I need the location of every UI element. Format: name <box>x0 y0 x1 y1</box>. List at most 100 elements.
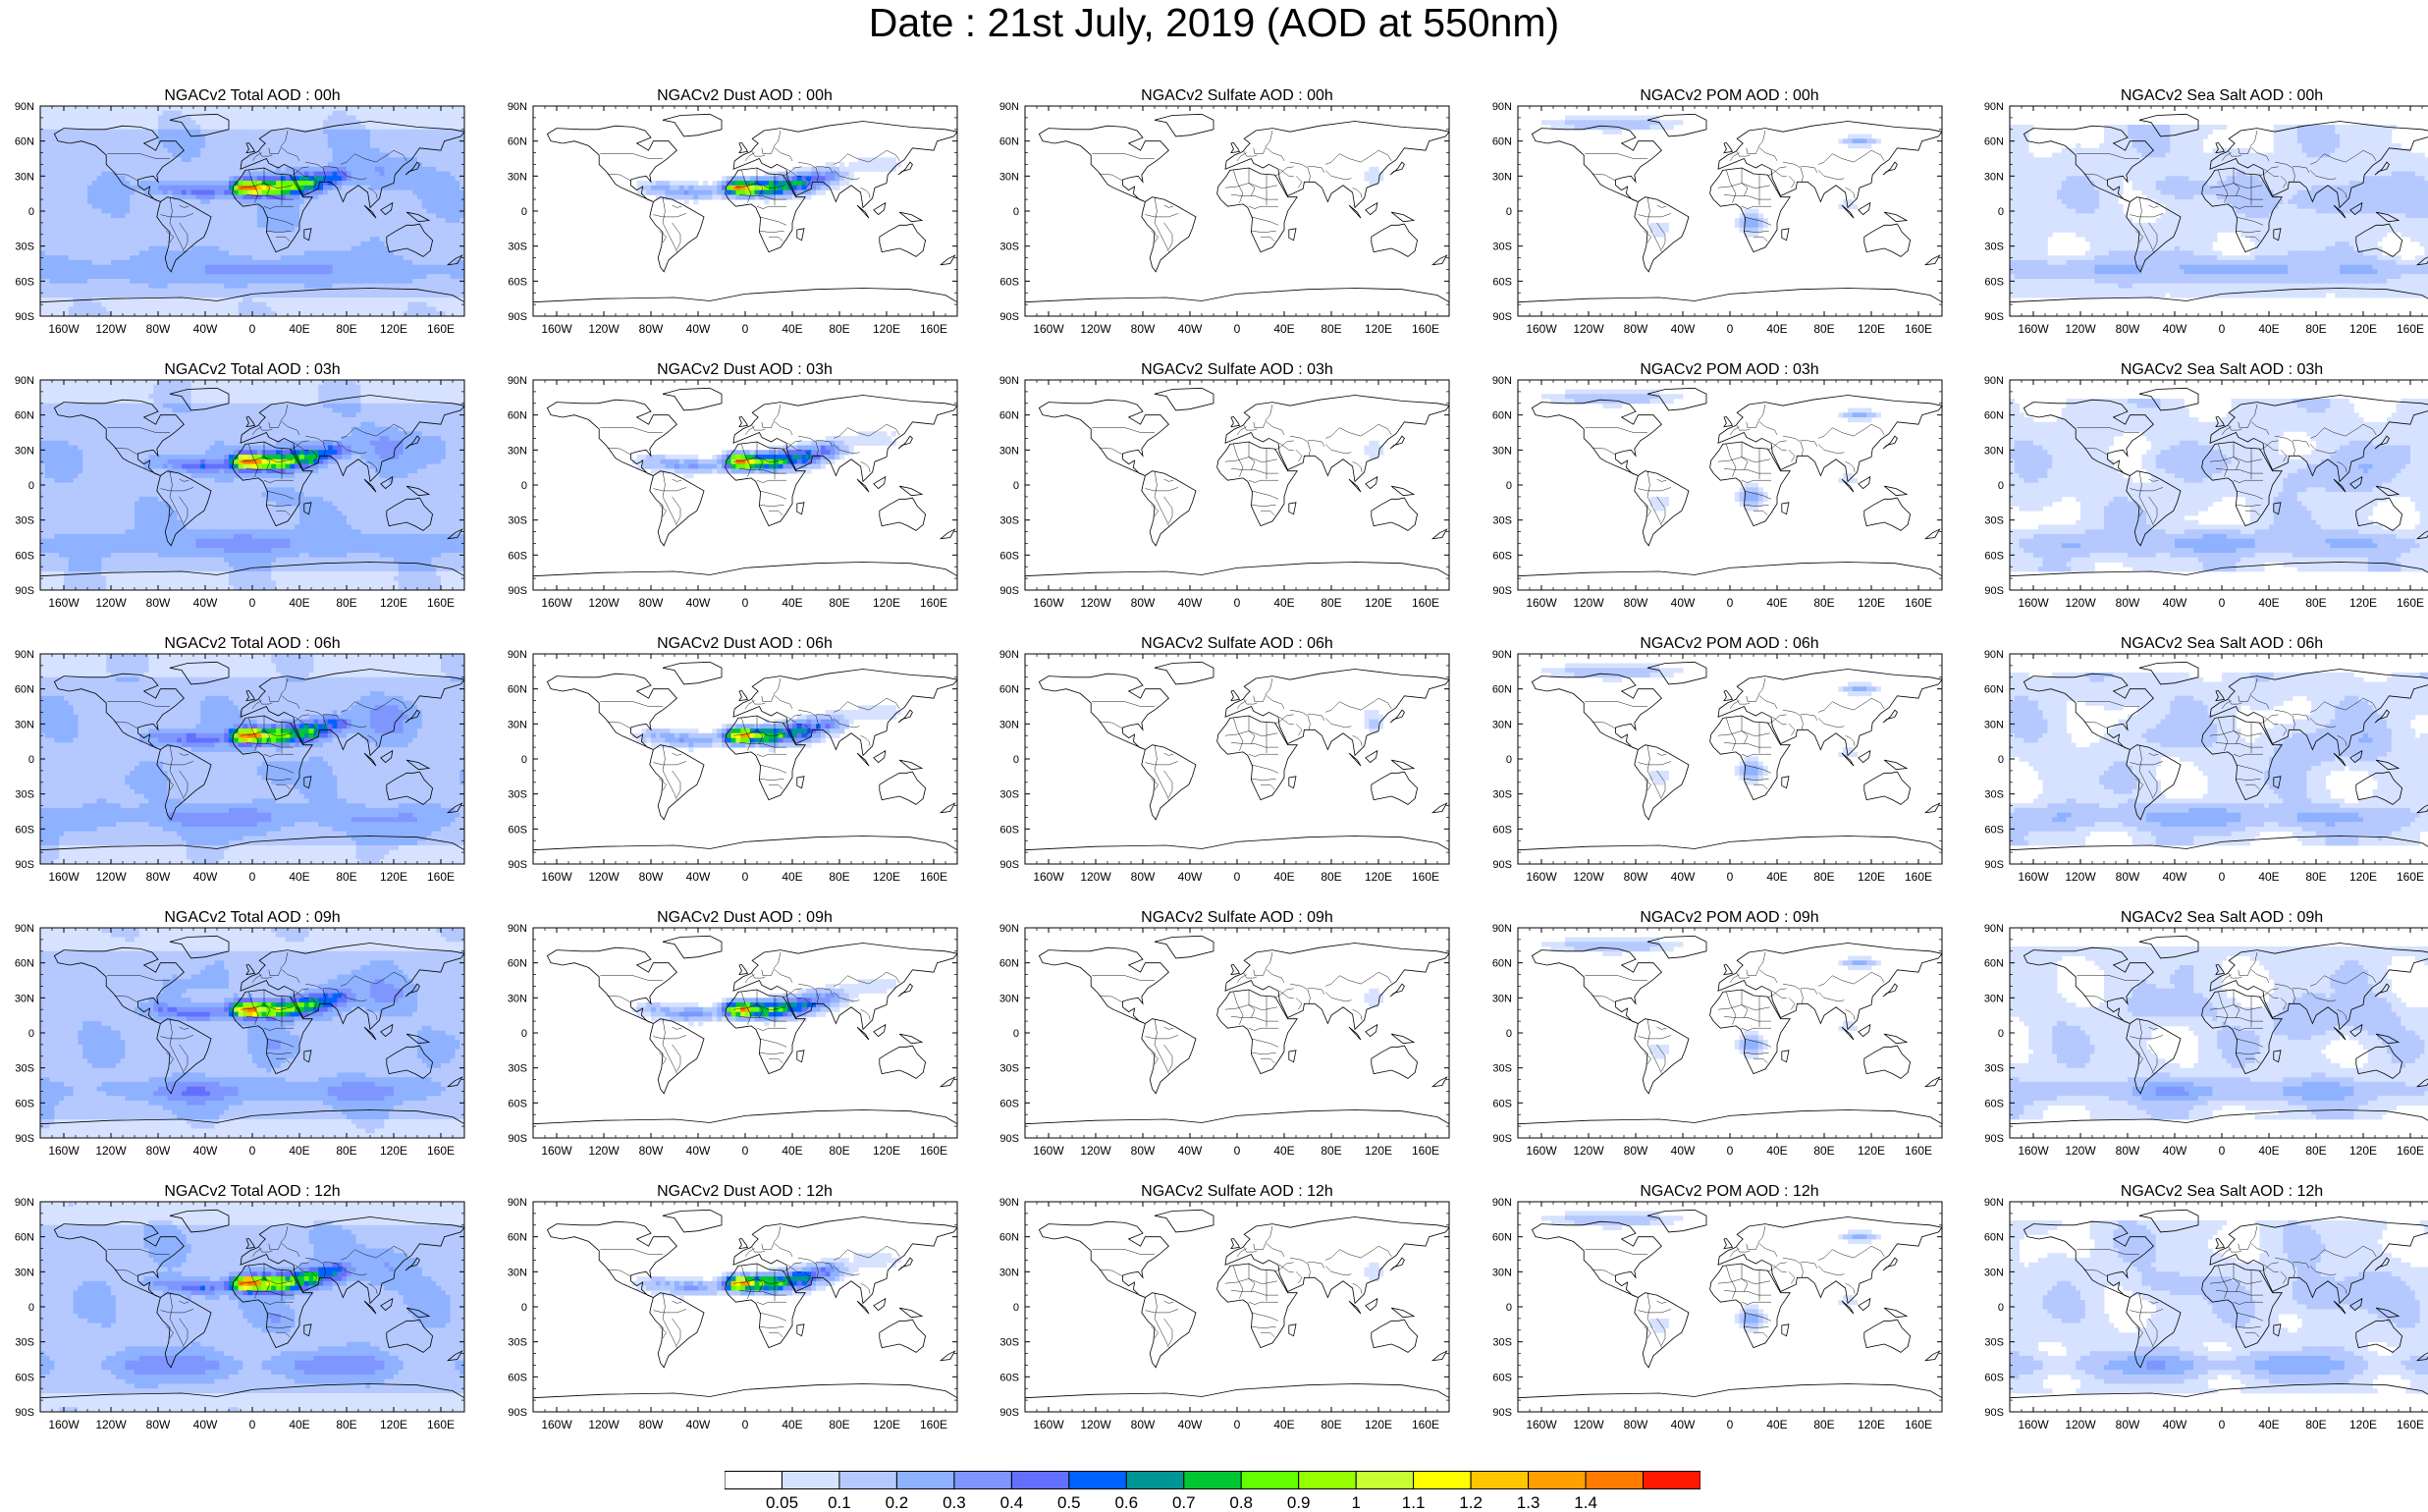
lat-tick-label: 30S <box>1984 242 2004 253</box>
map-panel-pom-4: NGACv2 POM AOD : 12h 90N 60N 30N 0 30S 60S 90S 1… <box>1484 1182 1945 1457</box>
lon-tick-label: 40W <box>2163 1418 2187 1431</box>
panel-title: NGACv2 Sulfate AOD : 03h <box>1025 360 1449 380</box>
lat-tick-label: 60N <box>1491 136 1511 148</box>
lat-tick-label: 60N <box>15 410 34 422</box>
lat-tick-label: 30S <box>508 789 527 801</box>
lat-tick-label: 30N <box>15 993 34 1004</box>
lon-tick-label: 40W <box>685 596 710 610</box>
lon-tick-label: 160E <box>2397 870 2424 884</box>
lon-tick-label: 160W <box>1526 596 1557 610</box>
lat-tick-label: 90N <box>507 923 526 935</box>
lat-tick-label: 90N <box>15 923 34 935</box>
lat-tick-label: 60S <box>15 824 34 836</box>
map-plot: 90N 60N 30N 0 30S 60S 90S 160W 120W 80W 40W 0 40E 80E… <box>15 649 465 884</box>
lat-tick-label: 30S <box>1492 1337 1512 1349</box>
lat-tick-label: 60N <box>1984 684 2004 696</box>
colorbar-swatch <box>1355 1471 1415 1489</box>
lon-tick-label: 160W <box>48 322 80 336</box>
lon-tick-label: 40E <box>1766 1418 1787 1431</box>
lon-tick-label: 80W <box>2116 322 2140 336</box>
lat-tick-label: 0 <box>28 754 34 766</box>
lon-tick-label: 160E <box>1904 870 1931 884</box>
lon-tick-label: 80W <box>2116 596 2140 610</box>
lon-tick-label: 0 <box>249 322 256 336</box>
lat-tick-label: 30S <box>1492 242 1512 253</box>
lon-tick-label: 40E <box>2258 1144 2279 1158</box>
aod-field <box>1025 106 1449 316</box>
lat-tick-label: 60S <box>508 550 527 562</box>
lon-tick-label: 80E <box>829 322 849 336</box>
map-panel-sulfate-0: NGACv2 Sulfate AOD : 00h 90N 60N 30N 0 30S 60S… <box>991 86 1452 361</box>
lon-tick-label: 80E <box>1321 596 1341 610</box>
lon-tick-label: 160W <box>541 596 572 610</box>
lon-tick-label: 160W <box>1526 1144 1557 1158</box>
lon-tick-label: 120E <box>1857 870 1884 884</box>
lat-tick-label: 30N <box>15 719 34 730</box>
lon-tick-label: 40E <box>1273 1144 1294 1158</box>
lat-tick-label: 90S <box>508 1133 527 1145</box>
lon-tick-label: 40W <box>1178 322 1203 336</box>
lat-tick-label: 30S <box>1984 789 2004 801</box>
lat-tick-label: 90N <box>15 649 34 661</box>
map-panel-total-3: NGACv2 Total AOD : 09h 90N 60N 30N 0 30S 60S 90… <box>6 908 467 1183</box>
aod-field <box>532 928 957 1138</box>
lat-tick-label: 90N <box>507 101 526 113</box>
map-panel-pom-1: NGACv2 POM AOD : 03h 90N 60N 30N 0 30S 60S 90S 1… <box>1484 360 1945 635</box>
lon-tick-label: 40W <box>193 870 218 884</box>
lat-tick-label: 0 <box>520 206 526 218</box>
lat-tick-label: 90S <box>1492 1407 1512 1419</box>
lat-tick-label: 0 <box>1013 1028 1019 1040</box>
map-panel-sulfate-4: NGACv2 Sulfate AOD : 12h 90N 60N 30N 0 30S 60S… <box>991 1182 1452 1457</box>
lon-tick-label: 0 <box>2219 322 2226 336</box>
lon-tick-label: 160W <box>541 1144 572 1158</box>
lon-tick-label: 120E <box>2349 596 2377 610</box>
lon-tick-label: 80W <box>1131 322 1156 336</box>
lon-tick-label: 0 <box>2219 1418 2226 1431</box>
lat-tick-label: 90N <box>507 1197 526 1209</box>
lat-tick-label: 30S <box>999 515 1019 527</box>
colorbar-swatch <box>1585 1471 1645 1489</box>
lat-tick-label: 90S <box>15 585 34 597</box>
lon-tick-label: 80E <box>2305 596 2326 610</box>
colorbar-swatch <box>1183 1471 1242 1489</box>
lat-tick-label: 90S <box>1984 585 2004 597</box>
lon-tick-label: 40E <box>289 322 309 336</box>
lat-tick-label: 90S <box>508 311 527 323</box>
lon-tick-label: 80W <box>638 596 663 610</box>
lon-tick-label: 160E <box>1904 596 1931 610</box>
map-panel-dust-4: NGACv2 Dust AOD : 12h 90N 60N 30N 0 30S 60S 90S… <box>499 1182 960 1457</box>
lon-tick-label: 160W <box>2018 322 2049 336</box>
lon-tick-label: 160E <box>2397 322 2424 336</box>
map-plot: 90N 60N 30N 0 30S 60S 90S 160W 120W 80W 40W 0 40E 80E… <box>15 101 465 336</box>
lon-tick-label: 40E <box>2258 322 2279 336</box>
lat-tick-label: 30N <box>1491 445 1511 457</box>
lon-tick-label: 80E <box>336 1144 356 1158</box>
lon-tick-label: 160E <box>427 870 455 884</box>
lat-tick-label: 0 <box>28 480 34 492</box>
map-panel-pom-2: NGACv2 POM AOD : 06h 90N 60N 30N 0 30S 60S 90S 1… <box>1484 634 1945 909</box>
lon-tick-label: 80E <box>2305 322 2326 336</box>
aod-field <box>1517 380 1942 590</box>
lat-tick-label: 90S <box>1984 859 2004 871</box>
lon-tick-label: 0 <box>741 1418 748 1431</box>
lon-tick-label: 40E <box>2258 870 2279 884</box>
lon-tick-label: 120W <box>588 596 620 610</box>
lon-tick-label: 120E <box>380 870 407 884</box>
lon-tick-label: 80E <box>336 1418 356 1431</box>
lon-tick-label: 80E <box>829 1144 849 1158</box>
lon-tick-label: 120E <box>1857 322 1884 336</box>
aod-field <box>2010 1202 2428 1412</box>
panel-title: NGACv2 Sea Salt AOD : 09h <box>2010 908 2428 928</box>
lon-tick-label: 40E <box>1766 870 1787 884</box>
lat-tick-label: 30S <box>1984 515 2004 527</box>
map-plot: 90N 60N 30N 0 30S 60S 90S 160W 120W 80W 40W 0 40E 80E… <box>507 375 957 610</box>
lat-tick-label: 60S <box>15 276 34 288</box>
lat-tick-label: 60N <box>1491 410 1511 422</box>
lon-tick-label: 40W <box>685 1418 710 1431</box>
lat-tick-label: 30S <box>15 789 34 801</box>
lon-tick-label: 40E <box>1273 596 1294 610</box>
lon-tick-label: 160E <box>1412 596 1439 610</box>
map-plot: 90N 60N 30N 0 30S 60S 90S 160W 120W 80W 40W 0 40E 80E… <box>1984 649 2428 884</box>
lon-tick-label: 40W <box>193 1418 218 1431</box>
lat-tick-label: 0 <box>1013 754 1019 766</box>
